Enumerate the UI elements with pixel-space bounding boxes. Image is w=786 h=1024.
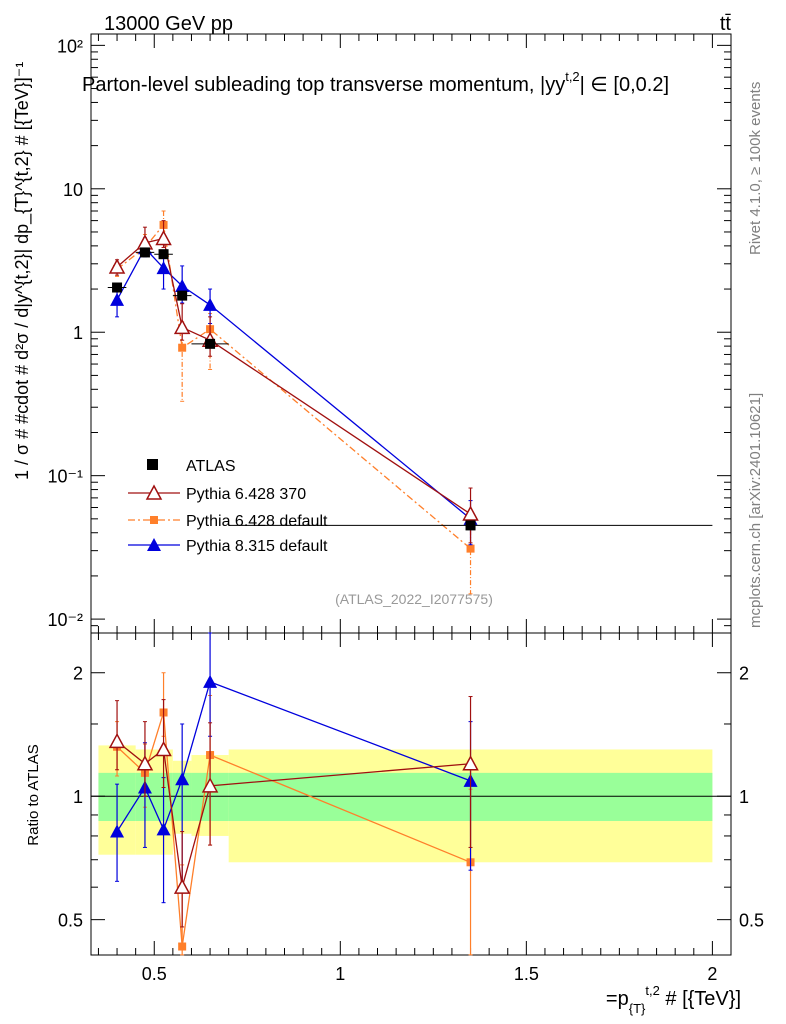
main-pythia6-370-point — [462, 505, 479, 521]
ratio-xtick-label: 0.5 — [142, 964, 167, 984]
main-pythia6-370-line — [116, 237, 471, 515]
ratio-xtick-label: 2 — [707, 964, 717, 984]
main-pythia6-default-point — [466, 544, 475, 553]
main-pythia6-default-line — [116, 223, 471, 550]
legend-marker-pythia8 — [147, 538, 161, 551]
plot-title-text: Parton-level subleading top transverse m… — [82, 74, 555, 96]
ratio-pythia6-370-point — [201, 777, 219, 793]
main-pythia6-370-point — [173, 318, 191, 335]
main-pythia6-370-point — [108, 258, 126, 274]
main-atlas-point — [139, 247, 150, 258]
ratio-ytick-label: 1 — [73, 787, 83, 807]
ratio-xtick-label: 1 — [335, 964, 345, 984]
legend: ATLAS Pythia 6.428 370 Pythia 6.428 defa… — [128, 458, 328, 555]
legend-label-pythia8: Pythia 8.315 default — [186, 538, 328, 555]
plot-title-y: y — [555, 74, 565, 96]
main-ytick-label: 10² — [57, 36, 83, 56]
ratio-pythia8-point — [175, 772, 190, 786]
ratio-xtick-label: 1.5 — [514, 964, 539, 984]
ratio-pythia6-default-point — [178, 942, 187, 951]
main-atlas-point — [465, 520, 476, 531]
main-pythia6-default-point — [178, 343, 187, 352]
main-pythia6-370-point — [155, 229, 172, 246]
main-ylabel: 1 / σ # #cdot # d²σ / d|y^{t,2}| dp_{T}^… — [12, 62, 33, 480]
main-ytick-label: 10⁻² — [47, 610, 83, 630]
ratio-stat-band — [135, 772, 173, 822]
process-label: tt̄ — [720, 13, 732, 35]
main-ytick-label: 10 — [63, 180, 83, 200]
ratio-data-layer — [108, 632, 479, 956]
main-pythia8-point — [110, 292, 125, 306]
ratio-xlabel-sub: {T} — [629, 1001, 646, 1016]
main-atlas-point — [205, 338, 216, 349]
main-ytick-label: 1 — [73, 323, 83, 343]
main-data-layer — [107, 210, 713, 595]
ratio-xlabel-text: =p — [606, 988, 629, 1010]
ratio-ytick-label-right: 1 — [739, 787, 749, 807]
main-pythia8-point — [203, 297, 218, 311]
ratio-pythia8-line — [116, 681, 471, 832]
plot-title-sup: t,2 — [565, 69, 579, 84]
source-label: mcplots.cern.ch [arXiv:2401.10621] — [747, 393, 764, 628]
ratio-pythia6-370-point — [136, 755, 154, 771]
ratio-ytick-label: 2 — [73, 664, 83, 684]
ratio-pythia6-370-line — [116, 740, 471, 888]
main-atlas-point — [158, 249, 169, 260]
ratio-plot-frame — [90, 632, 732, 956]
ratio-pythia6-370-point — [462, 755, 479, 771]
ratio-xlabel-sup: t,2 — [645, 983, 659, 998]
ratio-pythia8-point — [110, 824, 125, 838]
ratio-pythia8-point — [203, 674, 218, 688]
main-pythia8-point — [156, 261, 171, 275]
main-pythia8-point — [175, 279, 190, 293]
ratio-pythia8-point — [156, 822, 171, 836]
ratio-xlabel-rest: # [{TeV}] — [660, 988, 741, 1010]
main-axis-ticks: 10⁻² 10⁻¹ 1 10 10² — [47, 34, 731, 633]
ratio-xlabel: =p{T} t,2 # [{TeV}] — [606, 983, 741, 1016]
legend-marker-pythia6-370 — [145, 484, 163, 500]
ratio-pythia6-370-point — [155, 740, 172, 757]
main-atlas-point — [112, 282, 123, 293]
plot-title-range: | ∈ [0,0.2] — [580, 74, 669, 96]
ratio-pythia6-370-point — [173, 878, 191, 894]
legend-marker-pythia6-default — [150, 516, 158, 524]
legend-label-pythia6-370: Pythia 6.428 370 — [186, 486, 306, 503]
ratio-ytick-label-right: 2 — [739, 664, 749, 684]
legend-label-pythia6-default: Pythia 6.428 default — [186, 513, 328, 530]
rivet-version-label: Rivet 4.1.0, ≥ 100k events — [747, 82, 764, 255]
main-atlas-point — [177, 290, 188, 301]
plot-title: Parton-level subleading top transverse m… — [82, 69, 669, 96]
analysis-label: (ATLAS_2022_I2077575) — [335, 591, 493, 607]
legend-marker-atlas — [147, 459, 158, 470]
ratio-pythia6-370-point — [108, 732, 126, 749]
main-ytick-label: 10⁻¹ — [47, 467, 83, 487]
ratio-ylabel: Ratio to ATLAS — [25, 744, 42, 845]
ratio-ytick-label-right: 0.5 — [739, 911, 764, 931]
ratio-ytick-label: 0.5 — [58, 911, 83, 931]
ratio-axis-ticks: 0.5 1 1.5 2 0.5 0.5 1 1 2 2 — [58, 633, 764, 984]
energy-label: 13000 GeV pp — [104, 13, 233, 35]
legend-label-atlas: ATLAS — [186, 458, 236, 475]
